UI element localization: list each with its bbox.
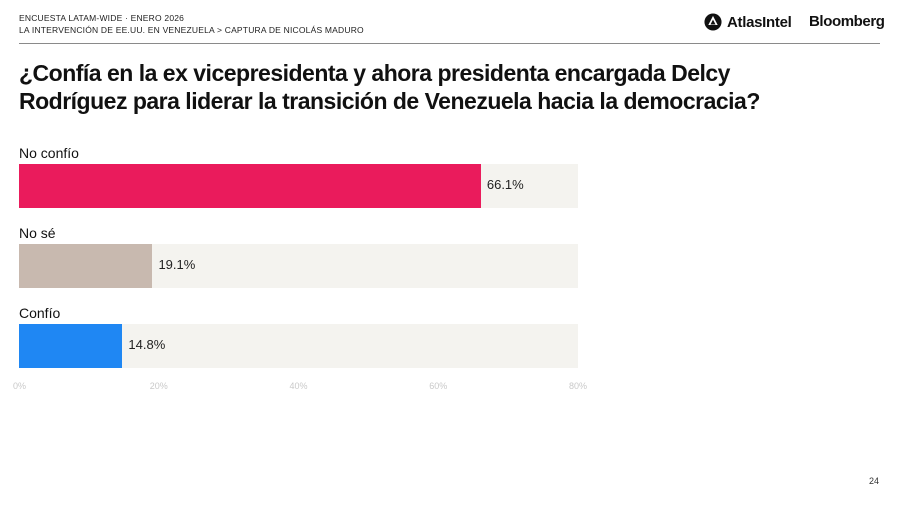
- x-tick-label: 80%: [568, 381, 588, 391]
- page-number: 24: [869, 476, 880, 486]
- atlasintel-logo-text: AtlasIntel: [727, 13, 792, 31]
- bar-no-confio: [19, 164, 481, 208]
- x-tick-label: 0%: [13, 381, 27, 391]
- bloomberg-logo: Bloomberg: [809, 13, 885, 30]
- value-label-no-confio: 66.1%: [486, 177, 524, 192]
- bar-track-no-confio: 66.1%: [19, 164, 578, 208]
- category-label-confio: Confío: [19, 305, 61, 321]
- atlasintel-logo: AtlasIntel: [704, 12, 792, 32]
- x-tick-label: 40%: [289, 381, 308, 391]
- survey-header-line2: LA INTERVENCIÓN DE EE.UU. EN VENEZUELA >…: [19, 25, 364, 35]
- survey-header-line1: ENCUESTA LATAM-WIDE · ENERO 2026: [19, 13, 185, 23]
- value-label-no-se: 19.1%: [158, 257, 196, 272]
- bar-confio: [19, 324, 123, 368]
- atlasintel-logo-icon: [704, 13, 722, 31]
- bar-track-confio: 14.8%: [19, 324, 578, 368]
- value-label-confio: 14.8%: [128, 337, 166, 352]
- category-label-no-confio: No confío: [19, 145, 79, 161]
- bar-track-no-se: 19.1%: [19, 244, 578, 288]
- x-tick-label: 20%: [149, 381, 168, 391]
- category-label-no-se: No sé: [19, 225, 56, 241]
- x-tick-label: 60%: [429, 381, 448, 391]
- header-divider: [19, 43, 880, 44]
- bar-no-se: [19, 244, 153, 288]
- chart-title: ¿Confía en la ex vicepresidenta y ahora …: [19, 60, 760, 114]
